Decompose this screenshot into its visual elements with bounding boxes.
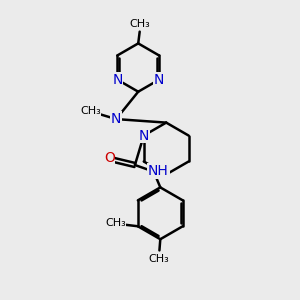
Text: O: O xyxy=(104,151,115,165)
Text: N: N xyxy=(139,129,149,142)
Text: CH₃: CH₃ xyxy=(148,254,169,264)
Text: N: N xyxy=(112,73,122,87)
Text: N: N xyxy=(154,73,164,87)
Text: N: N xyxy=(111,112,121,126)
Text: CH₃: CH₃ xyxy=(80,106,101,116)
Text: CH₃: CH₃ xyxy=(105,218,126,228)
Text: CH₃: CH₃ xyxy=(129,19,150,29)
Text: NH: NH xyxy=(148,164,169,178)
